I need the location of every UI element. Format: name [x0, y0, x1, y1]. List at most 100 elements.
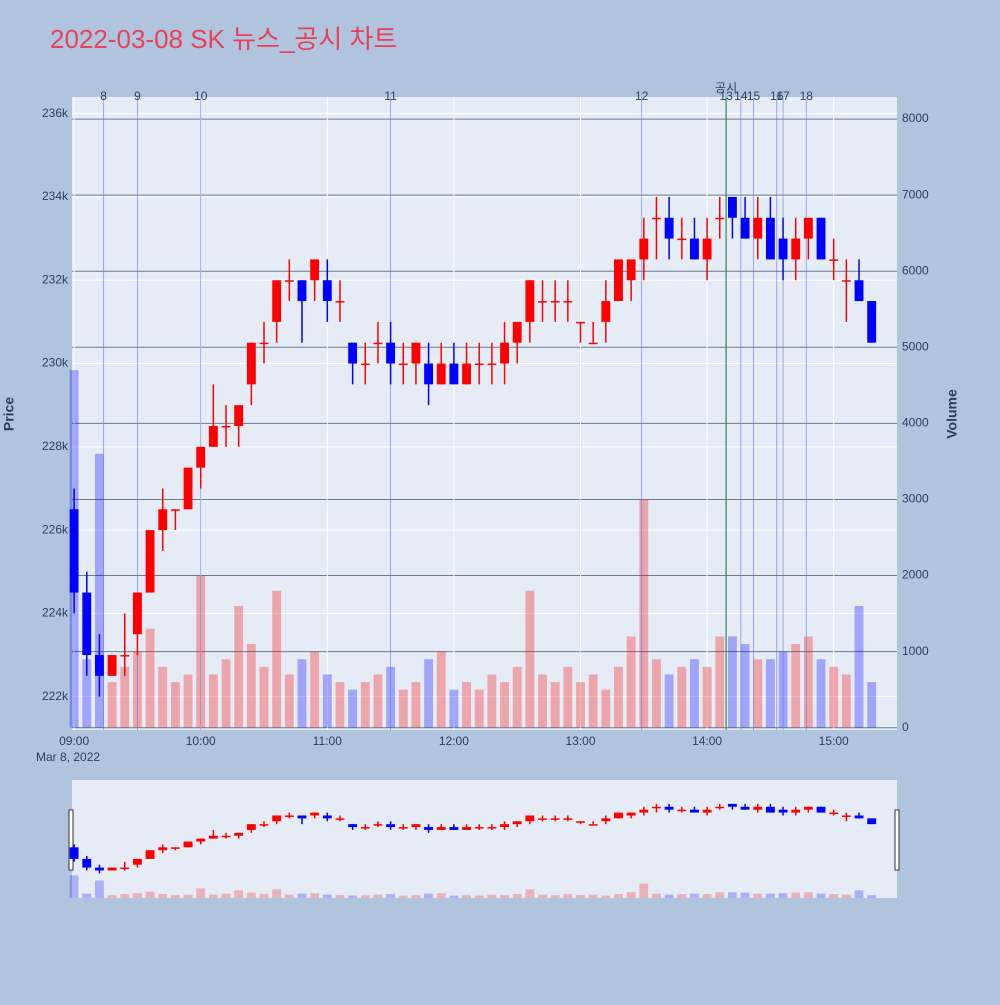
candle-body	[462, 363, 471, 385]
navigator-volume	[462, 895, 471, 898]
navigator-volume	[196, 888, 206, 898]
navigator-volume	[221, 893, 231, 898]
navigator-volume	[601, 895, 611, 898]
candle-body	[639, 809, 649, 813]
news-label: 8	[100, 89, 107, 103]
candle-body	[322, 280, 332, 302]
candle-body	[500, 342, 509, 364]
candle-body	[740, 217, 750, 239]
x-tick-label: 10:00	[186, 734, 216, 748]
candle-body	[107, 655, 117, 676]
candle-body	[816, 806, 826, 813]
volume-bar	[234, 605, 244, 728]
candle-body	[538, 301, 547, 303]
candle-body	[512, 821, 522, 825]
news-label: 13	[719, 89, 733, 103]
candle-body	[702, 809, 712, 813]
candle-body	[500, 824, 509, 828]
navigator-volume	[170, 895, 180, 898]
candle-body	[601, 818, 611, 822]
candle-body	[234, 832, 244, 836]
candle-body	[512, 321, 522, 343]
candle-body	[411, 342, 421, 364]
candle-body	[69, 847, 79, 859]
volume-bar	[614, 666, 623, 728]
navigator-volume	[310, 893, 320, 898]
navigator-volume	[145, 891, 155, 898]
y-tick-label: 222k	[42, 689, 69, 703]
candle-body	[563, 301, 573, 303]
volume-bar	[512, 666, 522, 728]
navigator-volume	[690, 893, 699, 898]
volume-bar	[462, 682, 471, 728]
navigator-volume	[854, 890, 864, 898]
candle-body	[94, 655, 104, 676]
candle-body	[259, 824, 269, 826]
candle-body	[841, 280, 851, 282]
navigator-volume	[82, 893, 92, 898]
y2-tick-label: 0	[902, 720, 909, 734]
candle-body	[424, 827, 434, 830]
candle-body	[94, 867, 104, 871]
candle-body	[398, 827, 408, 829]
candle-body	[664, 806, 674, 810]
y2-tick-label: 5000	[902, 339, 929, 353]
candle-body	[145, 530, 155, 593]
navigator-volume	[639, 883, 649, 898]
plot: 0 1000 2000 3000 4000 5000 6000 7000 8000 222k 224…	[42, 81, 929, 898]
navigator-volume	[753, 893, 763, 898]
navigator-volume	[727, 892, 737, 898]
navigator-volume	[335, 895, 345, 898]
y-tick-label: 234k	[42, 189, 69, 203]
candle-body	[753, 217, 763, 239]
candle-body	[639, 238, 649, 260]
volume-bar	[740, 644, 750, 728]
candle-body	[626, 812, 636, 816]
candle-body	[132, 592, 142, 635]
navigator-volume	[94, 880, 104, 898]
x-tick-label: 14:00	[692, 734, 722, 748]
volume-bar	[221, 659, 231, 728]
navigator-volume	[525, 889, 535, 898]
candle-body	[715, 217, 725, 220]
navigator-volume	[867, 895, 877, 898]
navigator-volume	[588, 894, 598, 898]
volume-bar	[538, 674, 547, 728]
navigator-volume	[208, 894, 218, 898]
volume-bar	[145, 628, 155, 728]
volume-bar	[487, 674, 497, 728]
y2-tick-label: 8000	[902, 111, 929, 125]
candle-body	[246, 342, 256, 385]
y2-tick-label: 6000	[902, 263, 929, 277]
volume-bar	[639, 499, 649, 728]
y-axis-label: Price	[1, 397, 17, 431]
news-label: 10	[194, 89, 208, 103]
y2-tick-label: 7000	[902, 187, 929, 201]
candle-body	[183, 841, 193, 848]
disclosure-label: 공시	[715, 81, 737, 95]
news-label: 9	[134, 89, 141, 103]
navigator-volume	[500, 895, 509, 898]
navigator-volume	[322, 894, 332, 898]
navigator-handle[interactable]	[894, 809, 900, 871]
candle-body	[791, 238, 801, 260]
candle-body	[398, 363, 408, 366]
y2-tick-label: 2000	[902, 568, 929, 582]
volume-bar	[373, 674, 383, 728]
x-tick-label: 09:00	[59, 734, 89, 748]
y2-axis-label: Volume	[944, 389, 960, 439]
navigator-volume	[297, 893, 307, 898]
navigator-handle[interactable]	[68, 809, 74, 871]
volume-bar	[158, 666, 168, 728]
candle-body	[487, 827, 497, 829]
navigator-volume	[284, 894, 294, 898]
navigator-volume	[677, 894, 687, 898]
navigator-volume	[107, 895, 117, 898]
candle-body	[702, 238, 712, 260]
y2-tick-label: 1000	[902, 644, 929, 658]
navigator-volume	[702, 894, 712, 898]
candle-body	[727, 196, 737, 218]
candle-body	[614, 812, 623, 819]
x-subtitle: Mar 8, 2022	[36, 750, 100, 764]
volume-bar	[335, 682, 345, 728]
